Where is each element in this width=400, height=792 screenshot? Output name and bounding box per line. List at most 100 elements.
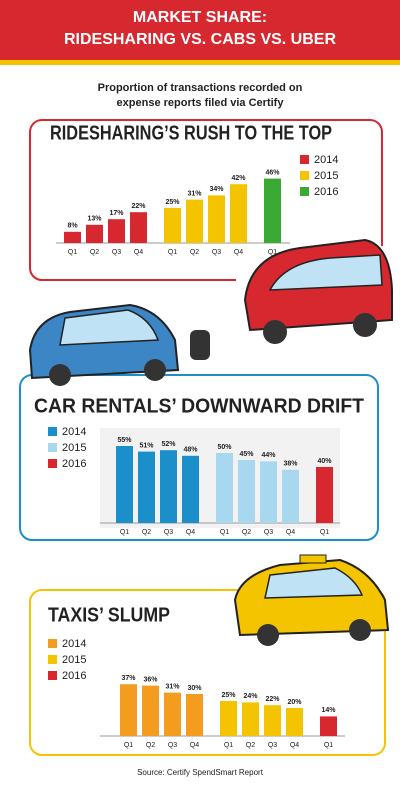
value-label: 13%	[87, 216, 102, 223]
category-label: Q4	[234, 249, 243, 256]
category-label: Q2	[146, 742, 155, 749]
bar	[138, 451, 155, 523]
category-label: Q1	[224, 742, 233, 749]
bar	[116, 446, 133, 523]
frame	[29, 589, 386, 756]
category-label: Q3	[168, 742, 177, 749]
category-label: Q1	[68, 249, 77, 256]
category-label: Q3	[212, 249, 221, 256]
bar	[108, 219, 125, 243]
category-label: Q2	[190, 249, 199, 256]
legend-label: 2014	[62, 638, 86, 650]
source: Source: Certify SpendSmart Report	[137, 768, 264, 777]
bar	[120, 684, 137, 736]
category-label: Q1	[120, 529, 129, 536]
value-label: 20%	[287, 699, 302, 706]
legend-label: 2014	[314, 154, 338, 166]
bar	[264, 705, 281, 736]
category-label: Q1	[320, 529, 329, 536]
legend-swatch	[48, 459, 57, 468]
bar	[286, 708, 303, 736]
category-label: Q3	[268, 742, 277, 749]
value-label: 34%	[209, 186, 224, 193]
bar	[220, 701, 237, 736]
value-label: 17%	[109, 210, 124, 217]
legend-label: 2015	[314, 170, 338, 182]
legend-swatch	[48, 443, 57, 452]
header-stripe	[0, 60, 400, 65]
header-title: RIDESHARING VS. CABS VS. UBER	[64, 31, 336, 48]
bar	[130, 212, 147, 243]
value-label: 31%	[165, 683, 180, 690]
subtitle: expense reports filed via Certify	[117, 97, 285, 109]
category-label: Q1	[268, 249, 277, 256]
legend-swatch	[300, 187, 309, 196]
value-label: 40%	[317, 458, 332, 465]
value-label: 51%	[139, 442, 154, 449]
frame	[29, 119, 383, 281]
legend-label: 2016	[314, 186, 338, 198]
legend-label: 2016	[62, 670, 86, 682]
value-label: 42%	[231, 175, 246, 182]
category-label: Q3	[112, 249, 121, 256]
bar	[160, 450, 177, 523]
value-label: 8%	[67, 223, 78, 230]
chart-title: RIDESHARING’S RUSH TO THE TOP	[50, 122, 332, 144]
value-label: 14%	[321, 707, 336, 714]
bar	[186, 694, 203, 736]
bar	[264, 178, 281, 243]
legend-swatch	[48, 639, 57, 648]
bar	[230, 184, 247, 243]
category-label: Q2	[142, 529, 151, 536]
legend-label: 2015	[62, 442, 86, 454]
van-illustration	[236, 238, 394, 346]
category-label: Q3	[164, 529, 173, 536]
bar	[164, 208, 181, 243]
frame	[19, 374, 379, 541]
bar	[164, 692, 181, 736]
value-label: 36%	[143, 676, 158, 683]
category-label: Q4	[290, 742, 299, 749]
bar	[316, 467, 333, 523]
value-label: 22%	[265, 696, 280, 703]
category-label: Q4	[134, 249, 143, 256]
value-label: 50%	[217, 444, 232, 451]
value-label: 48%	[183, 447, 198, 454]
bar	[242, 702, 259, 736]
category-label: Q2	[242, 529, 251, 536]
value-label: 30%	[187, 685, 202, 692]
category-label: Q2	[90, 249, 99, 256]
value-label: 46%	[265, 169, 280, 176]
value-label: 37%	[121, 675, 136, 682]
bar	[320, 716, 337, 736]
value-label: 22%	[131, 203, 146, 210]
bar	[86, 224, 103, 243]
legend-swatch	[300, 155, 309, 164]
value-label: 44%	[261, 452, 276, 459]
category-label: Q3	[264, 529, 273, 536]
legend-swatch	[48, 671, 57, 680]
legend-swatch	[48, 427, 57, 436]
category-label: Q4	[186, 529, 195, 536]
bar	[216, 453, 233, 523]
value-label: 25%	[165, 199, 180, 206]
category-label: Q2	[246, 742, 255, 749]
car-illustration	[28, 303, 210, 386]
taxi-illustration	[233, 554, 390, 646]
chart-title: TAXIS’ SLUMP	[48, 604, 170, 626]
legend-label: 2016	[62, 458, 86, 470]
category-label: Q4	[190, 742, 199, 749]
value-label: 45%	[239, 451, 254, 458]
category-label: Q1	[324, 742, 333, 749]
subtitle: Proportion of transactions recorded on	[98, 82, 303, 94]
legend-swatch	[48, 655, 57, 664]
value-label: 25%	[221, 692, 236, 699]
bar	[186, 199, 203, 243]
value-label: 31%	[187, 190, 202, 197]
value-label: 24%	[243, 693, 258, 700]
bar	[238, 460, 255, 523]
category-label: Q1	[168, 249, 177, 256]
legend-label: 2015	[62, 654, 86, 666]
bar	[142, 685, 159, 736]
